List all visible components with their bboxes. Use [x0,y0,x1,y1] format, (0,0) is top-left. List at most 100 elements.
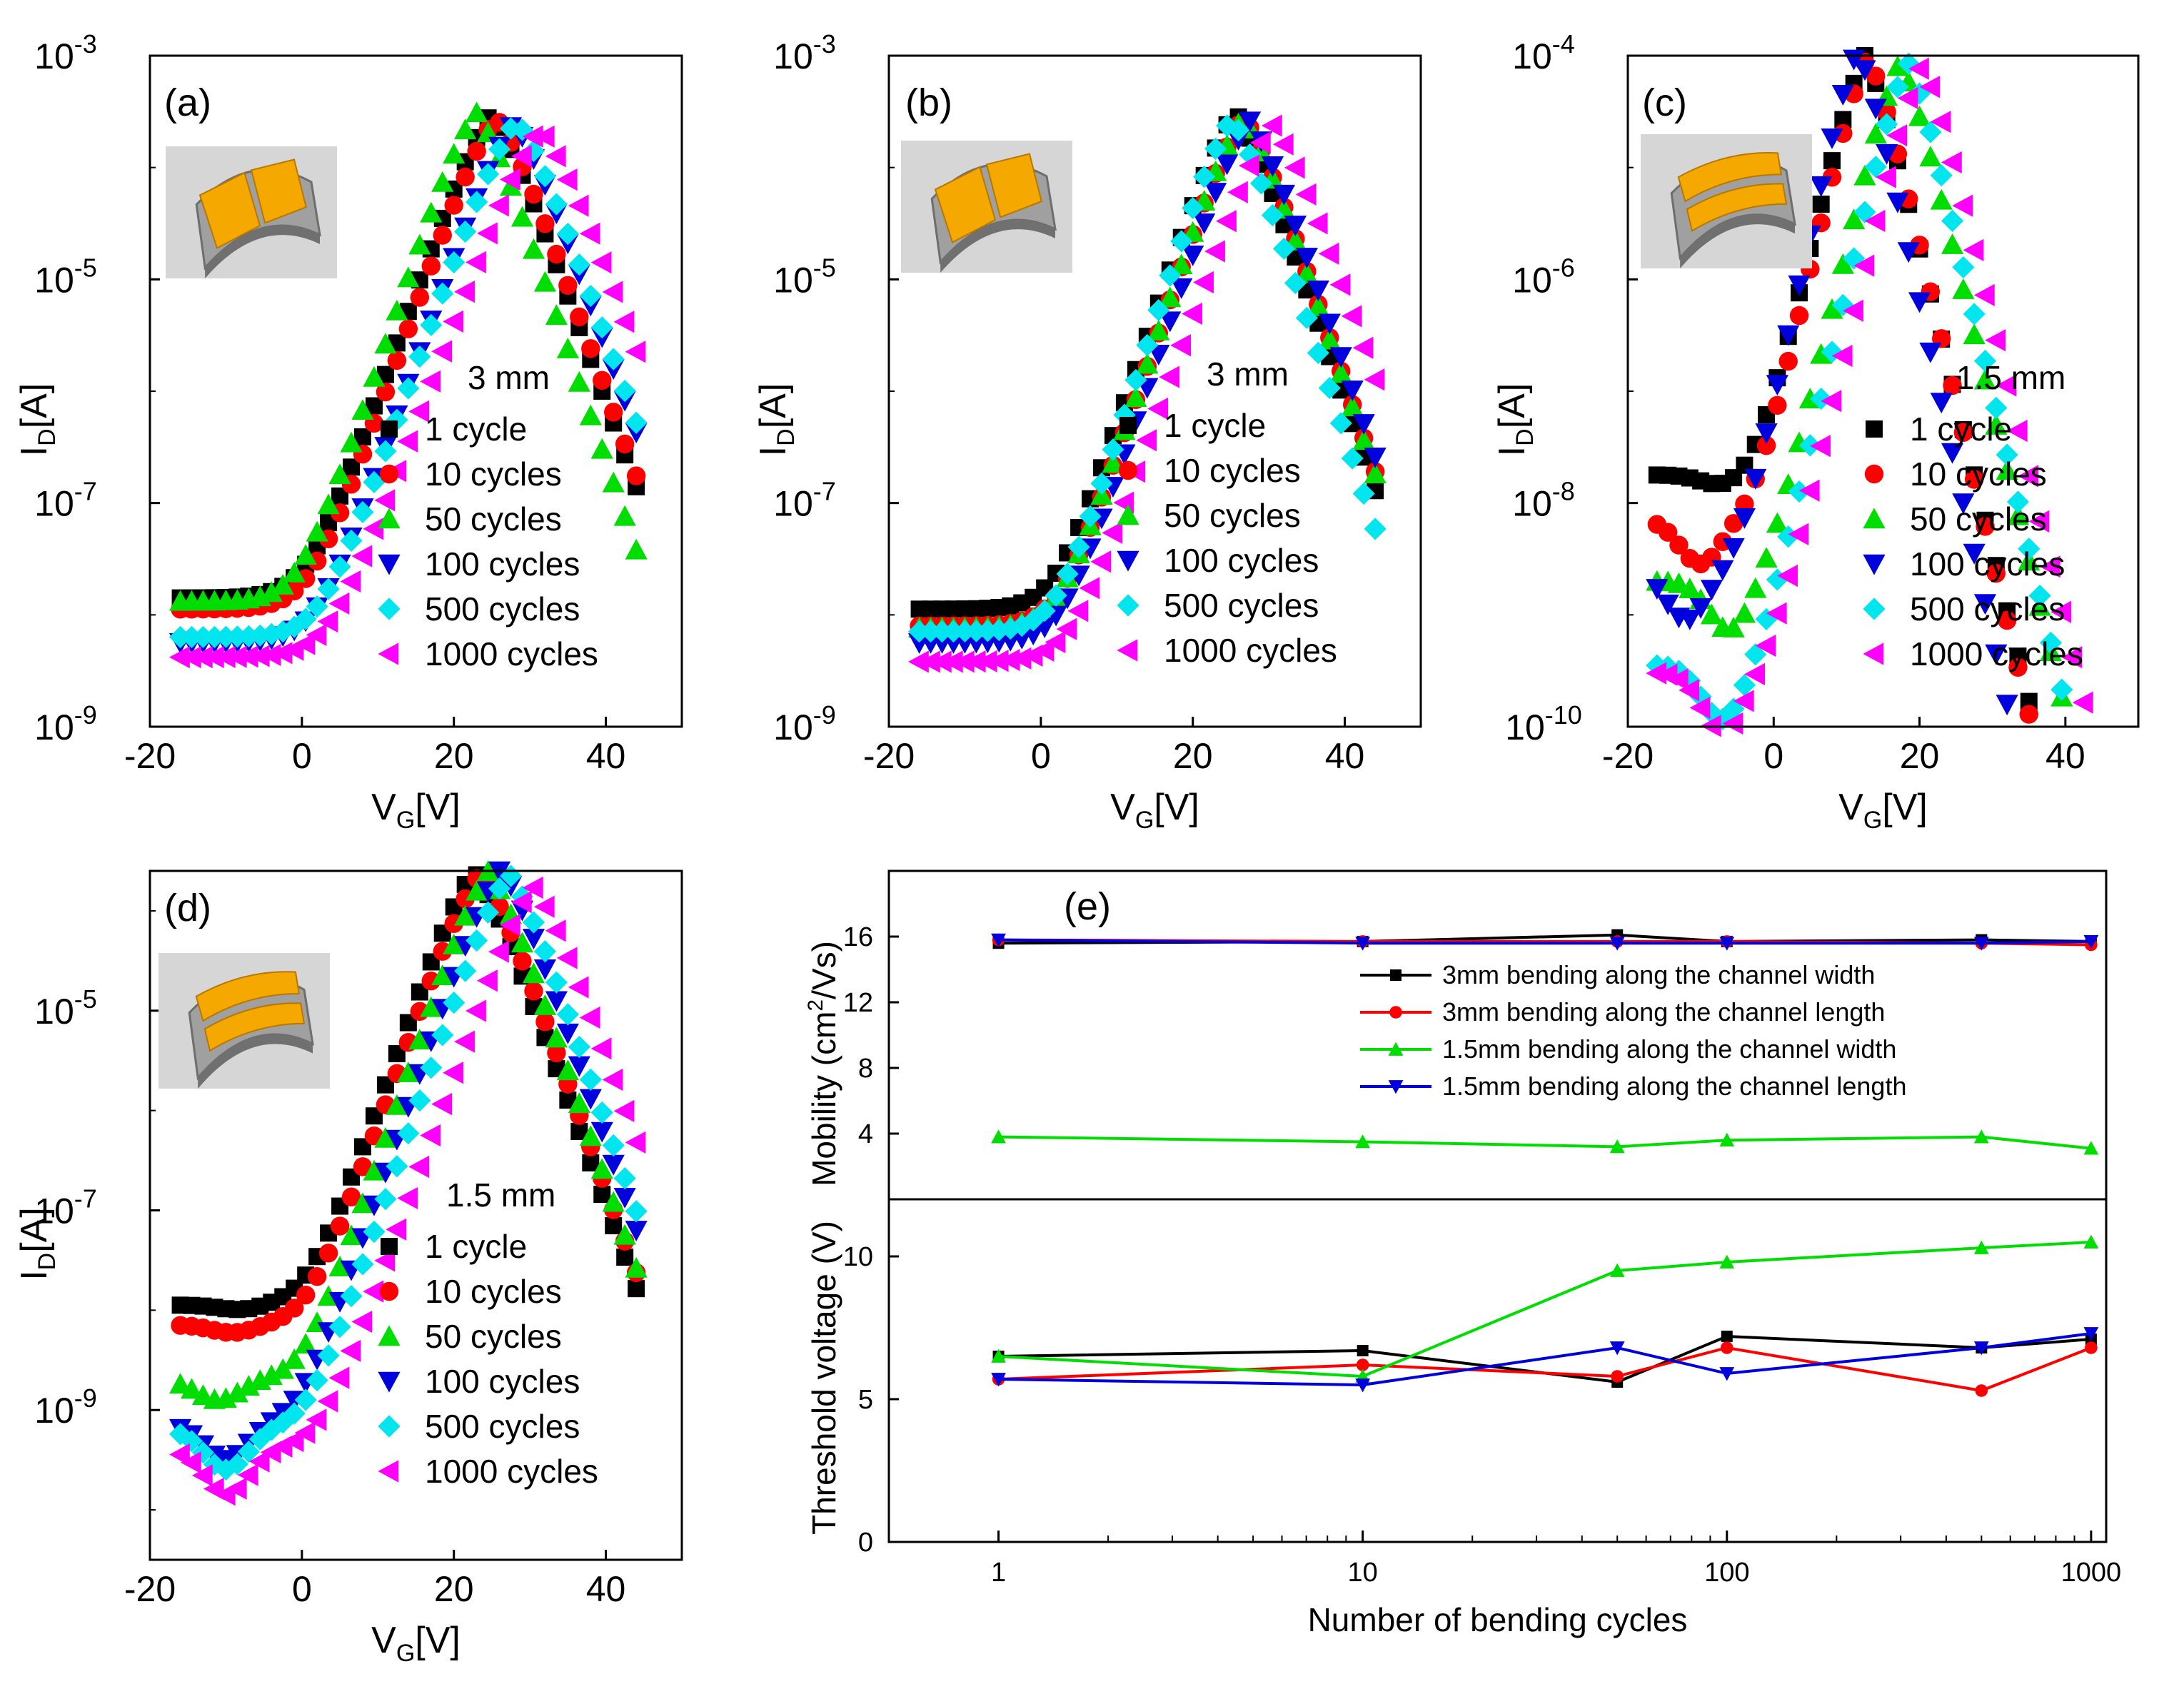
data-point [1193,271,1214,294]
data-point [1238,111,1262,133]
data-point [953,620,977,643]
data-point [1249,131,1271,154]
data-point [545,1027,568,1048]
data-point [1609,1341,1625,1356]
data-point [1355,937,1371,951]
data-point [363,1220,386,1244]
data-point [1831,84,1854,106]
data-point [386,1094,408,1115]
data-point [930,650,952,673]
data-point [374,489,396,512]
data-point [477,163,500,186]
data-point [602,348,625,370]
inset-substrate-edge-icon [198,1034,313,1089]
data-point [1985,644,2008,665]
data-point [1341,305,1362,328]
data-point [1733,508,1756,529]
data-point [1700,580,1723,601]
data-point [294,632,316,655]
panel-label: (c) [1642,81,1687,124]
data-point [1609,1263,1625,1277]
legend-marker [378,554,401,575]
data-point [328,555,351,578]
data-point [1147,298,1170,322]
data-point [1831,344,1853,368]
data-point [626,466,646,485]
x-axis-label: VG[V] [1838,787,1928,834]
x-axis-label: VG[V] [371,1620,461,1667]
data-point [1973,1240,1989,1254]
data-point [1973,937,1989,951]
data-point [203,625,226,648]
data-point [1985,414,2008,435]
data-point [294,1421,316,1444]
data-point [1227,119,1250,142]
data-point [1204,137,1227,160]
x-tick-label: 40 [1325,736,1365,776]
data-point [1204,240,1225,263]
data-point [260,643,281,667]
legend-label: 100 cycles [425,1363,580,1400]
x-tick-label: 20 [1900,736,1940,776]
series-line [998,1332,2092,1387]
data-point [1307,281,1329,301]
data-point [1318,376,1341,400]
data-point [1930,393,1953,414]
series-1000-cycles [168,125,646,669]
data-point [420,370,441,393]
data-point [420,1124,441,1147]
data-point [1864,123,1887,143]
data-point [1182,246,1204,266]
data-point [991,933,1006,947]
data-point [991,1348,1006,1363]
legend-marker [378,1371,401,1393]
data-point [2083,1141,2099,1155]
data-point [1136,333,1159,357]
data-point [976,650,997,672]
y-tick-label: 10-9 [34,700,97,747]
data-point [1985,329,2006,352]
panel-label: (d) [164,887,211,929]
data-point [421,256,441,276]
data-point [1975,1384,1988,1397]
data-point [340,570,361,593]
data-point [942,620,965,643]
data-point [1033,639,1055,662]
y-tick-label: 10 [843,1242,873,1272]
data-point [604,403,623,422]
data-point [1318,328,1341,350]
inset-electrode-icon [250,158,307,224]
data-point [1700,603,1723,625]
data-point [408,1155,430,1179]
data-point [420,201,443,223]
data-point [1689,598,1712,619]
data-point [613,1167,636,1190]
data-point [363,1280,384,1303]
data-point [2028,510,2050,533]
data-point [1056,617,1077,640]
data-point [590,1121,613,1143]
x-tick-label: 0 [1763,736,1783,776]
plot-frame [887,1198,2108,1543]
inset-electrode-icon [1677,151,1782,203]
x-tick-label: 1 [991,1558,1006,1588]
panel-label: (a) [164,81,211,124]
data-point [283,1348,306,1369]
data-point [1272,237,1296,261]
data-point [1810,343,1833,364]
legend-label: 10 cycles [425,1273,562,1310]
data-point [613,1224,636,1245]
data-point [488,138,511,161]
legend-label: 3mm bending along the channel width [1442,960,1875,989]
data-point [1170,230,1193,253]
data-point [431,964,454,985]
plot-frame [149,869,683,1561]
data-point [1722,712,1743,735]
legend-label: 50 cycles [1164,497,1301,534]
data-point [1864,209,1886,233]
data-point [168,1423,192,1446]
series-500-cycles [168,117,648,649]
data-point [1941,209,1964,233]
data-point [421,971,441,991]
legend-marker [1119,417,1137,434]
